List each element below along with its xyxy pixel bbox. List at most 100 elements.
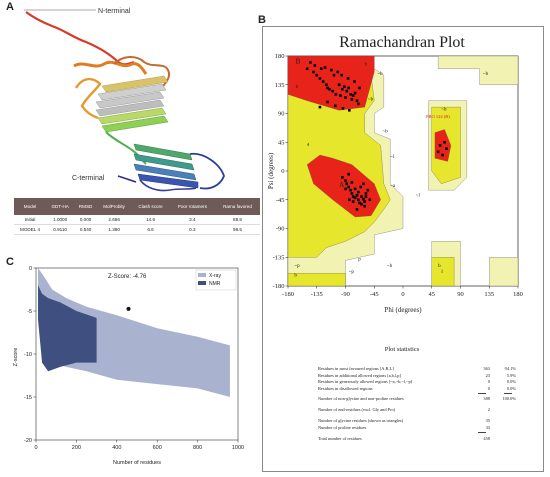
- z-score-scatter-cloud: [38, 268, 230, 397]
- rama-residue-point: [337, 83, 341, 87]
- rama-residue-point: [309, 61, 312, 64]
- rama-residue-point: [346, 77, 350, 80]
- rama-residue-point: [347, 172, 350, 176]
- rama-residue-point: [321, 80, 325, 83]
- table-cell: 0.3: [169, 224, 215, 235]
- rama-residue-point: [355, 99, 359, 103]
- rama-residue-point: [315, 73, 319, 77]
- table-cell: 14.6: [131, 215, 170, 225]
- rama-residue-point: [318, 77, 322, 80]
- rama-residue-point: [326, 100, 329, 104]
- rama-region-label: ~b: [368, 98, 374, 103]
- rama-ylabel: Psi (degrees): [267, 152, 275, 189]
- xray-distribution: [38, 268, 230, 397]
- rama-residue-point: [363, 200, 366, 203]
- nmr-distribution: [38, 285, 97, 372]
- rama-region-label: ~p: [349, 270, 355, 275]
- table-header-cell: Model: [14, 198, 47, 215]
- rama-residue-point: [363, 204, 366, 208]
- stats-percent: 5.9%: [506, 372, 516, 378]
- model-quality-table: Model GDT-HA RMSD MolProbity Clash score…: [14, 198, 260, 235]
- table-cell: 3.4: [169, 215, 215, 225]
- rama-residue-point: [364, 195, 368, 198]
- rama-residue-point: [313, 64, 317, 67]
- z-x-tick-label: 400: [112, 445, 121, 451]
- rama-residue-point: [356, 102, 360, 106]
- stats-percent: 0.0%: [506, 379, 516, 384]
- z-y-tick-label: -20: [24, 438, 32, 444]
- table-header-cell: Poor rotamers: [169, 198, 215, 215]
- rama-residue-point: [356, 198, 360, 202]
- model-z-score-point: [126, 306, 131, 311]
- rama-y-tick-label: 135: [275, 82, 285, 89]
- rama-region-label: b: [365, 63, 368, 68]
- rama-residue-point: [341, 176, 344, 179]
- rama-residue-point: [353, 196, 357, 200]
- rama-residue-point: [360, 202, 363, 206]
- z-plot-xlabel: Number of residues: [113, 460, 161, 466]
- rama-region-label: ~l: [416, 194, 421, 199]
- rama-residue-point: [358, 201, 361, 205]
- stats-count: 33: [485, 424, 490, 430]
- rama-region-label: b: [296, 85, 299, 90]
- rama-residue-point: [358, 86, 361, 90]
- rama-residue-point: [348, 109, 351, 112]
- rama-region-label: ~a: [390, 184, 396, 189]
- rama-residue-point: [362, 197, 365, 201]
- stats-count: 0: [487, 385, 490, 391]
- rama-residue-point: [339, 94, 342, 97]
- z-x-tick-label: 200: [72, 445, 81, 451]
- rama-residue-point: [341, 107, 345, 110]
- z-plot-ylabel: Z-score: [13, 348, 19, 367]
- beta-sheet-lower: [133, 143, 199, 189]
- rama-residue-point: [350, 192, 354, 195]
- rama-y-tick-label: 90: [278, 111, 285, 118]
- rama-x-tick-label: 0: [401, 291, 404, 298]
- z-y-tick-label: -5: [27, 309, 32, 315]
- stats-divider: [504, 393, 512, 394]
- rama-residue-point: [319, 67, 323, 71]
- rama-x-tick-label: 45: [429, 291, 436, 298]
- rama-residue-point: [350, 98, 354, 101]
- stats-label: Total number of residues: [318, 436, 362, 441]
- beta-sheet-upper: [95, 75, 169, 133]
- plot-statistics-title: Plot statistics: [384, 346, 420, 353]
- rama-x-tick-label: -180: [282, 291, 294, 298]
- table-row: MODEL 4 0.9110 0.540 1.380 6.6 0.3 98.5: [14, 224, 260, 235]
- purple-loops: [139, 179, 197, 192]
- rama-residue-point: [331, 89, 335, 93]
- stats-label: Number of proline residues: [318, 424, 367, 430]
- stats-divider: [478, 393, 486, 394]
- rama-residue-point: [356, 190, 360, 194]
- rama-residue-point: [323, 66, 327, 69]
- rama-residue-point: [347, 185, 350, 189]
- rama-residue-point: [345, 89, 349, 93]
- c-terminal-label: C-terminal: [72, 175, 105, 182]
- rama-region-label: b: [294, 273, 297, 278]
- stats-count: 35: [485, 418, 490, 423]
- stats-divider: [478, 432, 486, 433]
- stats-label: Residues in additional allowed regions […: [318, 372, 401, 378]
- rama-residue-point: [353, 91, 357, 95]
- rama-residue-point: [326, 86, 329, 90]
- stats-label: Residues in disallowed regions: [318, 385, 373, 391]
- z-y-tick-label: -10: [24, 352, 32, 358]
- rama-x-tick-label: 90: [457, 291, 464, 298]
- rama-y-tick-label: 45: [278, 139, 285, 146]
- z-x-tick-label: 600: [153, 445, 162, 451]
- helix-region: [73, 60, 148, 75]
- rama-residue-point: [328, 87, 331, 91]
- rama-residue-point: [368, 198, 372, 202]
- z-y-tick-label: -15: [24, 395, 32, 401]
- rama-residue-point: [333, 104, 337, 108]
- rama-residue-point: [362, 182, 365, 186]
- rama-residue-point: [348, 198, 351, 202]
- rama-residue-point: [347, 86, 350, 90]
- rama-residue-point: [350, 181, 354, 184]
- stats-label: Number of glycine residues (shown as tri…: [318, 418, 404, 423]
- table-cell: 2.656: [96, 215, 132, 225]
- rama-residue-point: [445, 147, 448, 150]
- legend-xray-label: X-ray: [209, 273, 221, 279]
- core-region-left-handed: [434, 129, 452, 162]
- stats-percent: 100.0%: [502, 396, 516, 401]
